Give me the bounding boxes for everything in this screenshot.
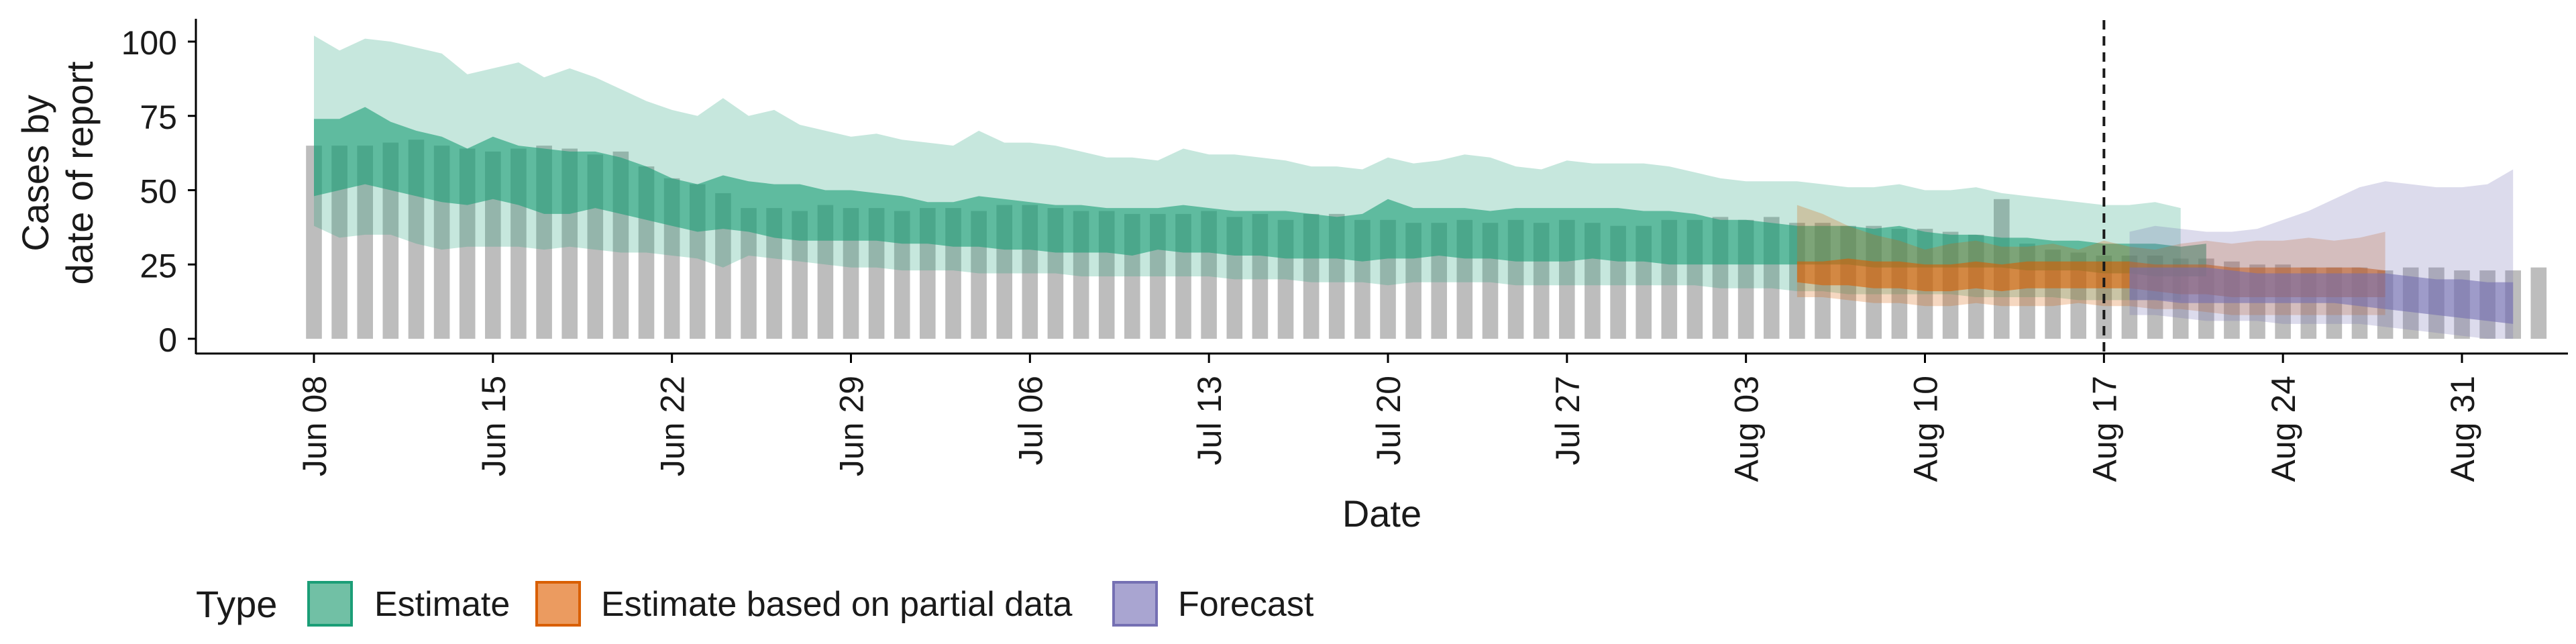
reported-cases-bar [715,193,731,339]
x-tick-label: Aug 31 [2444,376,2481,482]
x-tick-label: Jul 13 [1191,376,1228,465]
x-axis-title: Date [1342,492,1421,535]
legend: Type Estimate Estimate based on partial … [196,581,1314,627]
legend-label-partial: Estimate based on partial data [601,585,1073,624]
y-axis-title-line-2: date of report [58,61,101,285]
x-tick-label: Jun 29 [833,376,871,476]
x-tick-label: Jun 22 [654,376,692,476]
x-tick-labels: Jun 08 Jun 15 Jun 22 Jun 29 Jul 06 Jul 13 Jul … [296,354,2481,482]
legend-key-partial [535,581,581,627]
reported-cases-bar [792,211,808,339]
axes [195,19,2568,355]
legend-label-forecast: Forecast [1178,585,1314,624]
y-tick-label: 25 [140,247,177,284]
x-tick-label: Aug 24 [2265,376,2302,482]
x-tick-label: Aug 03 [1728,376,1766,482]
legend-key-forecast [1112,581,1158,627]
y-tick-labels: 0 25 50 75 100 [121,24,196,359]
reported-cases-bar [331,146,347,339]
y-tick-label: 100 [121,24,177,62]
ribbon-inner-forecast [2129,267,2514,324]
y-tick-label: 75 [140,99,177,136]
x-tick-label: Aug 17 [2086,376,2123,482]
y-tick-label: 0 [158,321,177,359]
legend-key-estimate [307,581,353,627]
reported-cases-bar [2530,267,2547,339]
ribbon-inner-estimate [314,107,2206,276]
x-tick-label: Jun 15 [475,376,513,476]
y-axis-title-line-1: Cases by [14,95,56,251]
legend-label-estimate: Estimate [374,585,510,624]
x-tick-label: Jun 08 [296,376,333,476]
x-tick-label: Jul 27 [1549,376,1587,465]
x-tick-label: Aug 10 [1907,376,1945,482]
y-tick-label: 50 [140,173,177,211]
x-tick-label: Jul 06 [1012,376,1049,465]
reported-cases-bar [741,208,757,339]
estimate-ribbons [314,36,2514,339]
x-tick-label: Jul 20 [1370,376,1407,465]
reported-cases-bar [357,146,373,339]
legend-title: Type [196,583,277,625]
reported-cases-bar [766,208,782,339]
reported-cases-bar [843,208,859,339]
reported-cases-bar [382,142,399,339]
